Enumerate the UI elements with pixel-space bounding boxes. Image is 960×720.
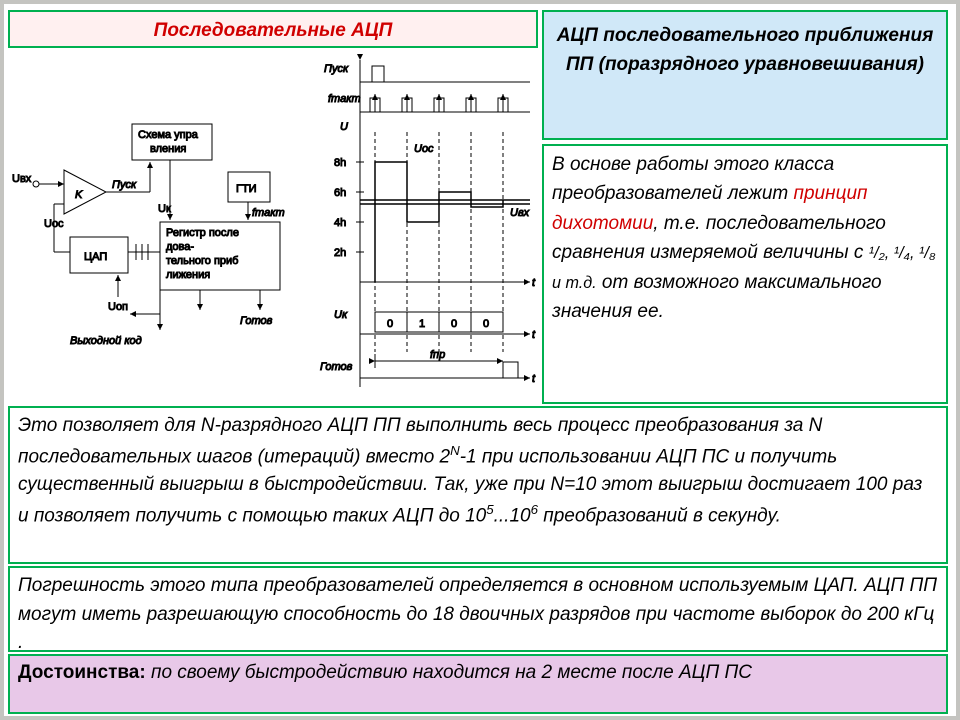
- tlabel-t2: t: [532, 329, 536, 341]
- label-dac: ЦАП: [84, 251, 107, 263]
- series-uvx: Uвх: [510, 207, 530, 219]
- series-uoc: Uос: [414, 143, 434, 155]
- label-uk-wire: Uк: [158, 203, 171, 215]
- tlabel-t3: t: [532, 373, 536, 385]
- ytick-4h: 4h: [334, 217, 346, 229]
- bit1: 1: [419, 318, 425, 330]
- tlabel-t1: t: [532, 277, 536, 289]
- label-outcode: Выходной код: [70, 335, 142, 347]
- tlabel-ftakt: fтакт: [328, 93, 361, 105]
- label-pusk-wire: Пуск: [112, 179, 137, 191]
- label-gotov-wire: Готов: [240, 315, 273, 327]
- ytick-6h: 6h: [334, 187, 346, 199]
- dichotomy-pre: В основе работы этого класса преобразова…: [552, 154, 834, 204]
- tlabel-gotov: Готов: [320, 361, 353, 373]
- label-k: K: [75, 189, 83, 201]
- ytick-8h: 8h: [334, 157, 346, 169]
- bit3: 0: [483, 318, 489, 330]
- p3: Погрешность этого типа преобразователей …: [18, 575, 937, 653]
- p2d: преобразований в секунду.: [538, 505, 781, 526]
- bit2: 0: [451, 318, 457, 330]
- tlabel-Uk: Uк: [334, 309, 348, 321]
- tlabel-pusk: Пуск: [324, 63, 349, 75]
- adv-text: по своему быстродействию находится на 2 …: [146, 662, 752, 683]
- slide: Последовательные АЦП АЦП последовательно…: [4, 4, 956, 716]
- title-sar-adc-text: АЦП последовательного приближения ПП (по…: [552, 16, 938, 79]
- adv-label: Достоинства:: [18, 662, 146, 683]
- ytick-2h: 2h: [334, 247, 346, 259]
- label-uop: Uоп: [108, 301, 128, 313]
- p2c: ...10: [494, 505, 531, 526]
- para-accuracy: Погрешность этого типа преобразователей …: [8, 566, 948, 652]
- label-ftakt-wire: fтакт: [252, 207, 285, 219]
- title-sequential-adc: Последовательные АЦП: [8, 10, 538, 48]
- label-uvx: Uвх: [12, 173, 32, 185]
- title-sequential-adc-text: Последовательные АЦП: [154, 20, 393, 41]
- tlabel-U: U: [340, 121, 348, 133]
- para-speed: Это позволяет для N-разрядного АЦП ПП вы…: [8, 406, 948, 564]
- dichotomy-tail: от возможного максимального значения ее.: [552, 272, 882, 322]
- para-advantages: Достоинства: по своему быстродействию на…: [8, 654, 948, 714]
- tlabel-fpr: fпр: [430, 349, 445, 361]
- bit0: 0: [387, 318, 393, 330]
- schematic-diagram: Uвх K Uос ЦАП Uоп: [10, 52, 536, 402]
- label-gti: ГТИ: [236, 183, 257, 195]
- title-sar-adc: АЦП последовательного приближения ПП (по…: [542, 10, 948, 140]
- para-dichotomy: В основе работы этого класса преобразова…: [542, 144, 948, 404]
